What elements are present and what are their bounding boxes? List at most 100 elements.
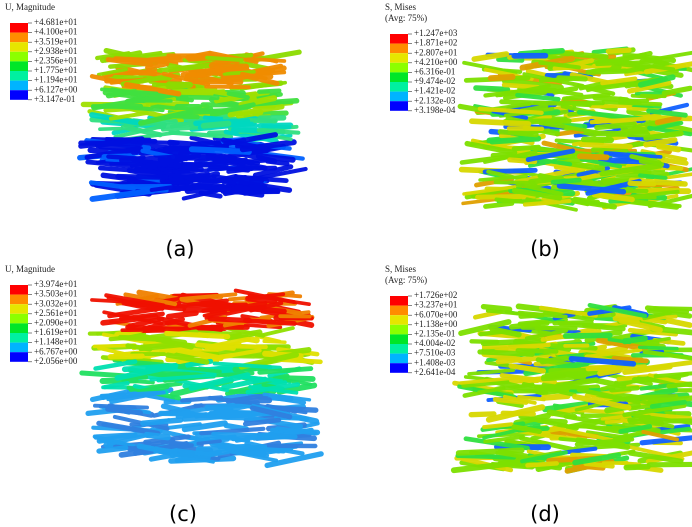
fiber [181, 188, 219, 201]
fiber [561, 92, 611, 101]
fiber [581, 136, 614, 144]
fiber [489, 326, 522, 338]
fiber [208, 62, 250, 70]
fiber [536, 417, 568, 425]
fiber [515, 181, 564, 196]
fiber [489, 135, 542, 145]
fiber [478, 174, 528, 182]
legend-swatch [10, 51, 28, 62]
fiber [100, 87, 159, 96]
legend-label: +1.775e+01 [34, 65, 77, 75]
fiber [572, 452, 622, 466]
fiber [221, 376, 268, 391]
fiber [539, 305, 598, 318]
fiber [200, 120, 232, 129]
fiber [145, 61, 170, 71]
fiber [238, 95, 278, 108]
fiber [538, 60, 581, 70]
legend-title: (Avg: 75%) [385, 275, 427, 285]
fiber [562, 377, 597, 387]
fiber [207, 395, 253, 405]
legend-label: +1.138e+00 [414, 319, 458, 329]
legend-swatch [10, 333, 28, 343]
fiber [245, 295, 278, 305]
fiber [202, 434, 237, 442]
fiber [127, 316, 165, 329]
fiber [631, 376, 659, 382]
fiber [471, 51, 510, 62]
fiber [515, 92, 561, 102]
fiber [463, 436, 530, 451]
fiber [477, 106, 544, 116]
legend-swatch [390, 43, 408, 54]
fiber [666, 381, 692, 389]
fiber [162, 94, 220, 101]
fiber [571, 197, 617, 210]
fiber [542, 399, 599, 413]
fiber [257, 88, 282, 94]
fiber [462, 60, 518, 75]
fiber [455, 447, 525, 456]
legend-title: U, Magnitude [5, 264, 55, 274]
legend-swatch [390, 344, 408, 354]
fiber [583, 461, 615, 469]
fiber [105, 406, 143, 416]
fiber [611, 58, 676, 72]
fiber [164, 330, 231, 340]
legend-swatch [10, 42, 28, 52]
legend-label: +6.767e+00 [34, 346, 78, 356]
caption: (c) [169, 502, 197, 526]
fiber [125, 324, 191, 333]
fiber [142, 317, 185, 331]
fiber [641, 429, 679, 442]
fiber [256, 128, 301, 135]
fiber [228, 449, 279, 463]
fiber [605, 129, 645, 138]
legend-swatch [390, 296, 408, 306]
fiber [627, 450, 684, 464]
fiber [508, 320, 550, 330]
fiber [541, 393, 571, 401]
legend-swatch [10, 342, 28, 353]
legend-label: +1.194e+01 [34, 75, 77, 85]
fiber [143, 431, 171, 441]
legend-swatch [390, 353, 408, 364]
fiber [106, 154, 142, 161]
legend-label: +3.503e+01 [34, 289, 77, 299]
fiber [123, 81, 182, 97]
fiber [102, 380, 130, 390]
fiber [112, 56, 160, 64]
fiber [599, 162, 664, 177]
fiber [204, 336, 251, 350]
legend-swatch [390, 334, 408, 344]
fiber [653, 306, 692, 312]
fiber [150, 103, 178, 111]
fiber [204, 84, 251, 90]
fiber [223, 190, 281, 195]
legend-swatch [10, 23, 28, 33]
fiber [149, 373, 217, 382]
fiber [646, 108, 688, 118]
fiber [499, 99, 547, 106]
fiber [554, 128, 585, 137]
fiber [589, 116, 651, 125]
fiber [518, 435, 582, 454]
fiber [576, 387, 641, 405]
fiber [618, 424, 653, 434]
panel: S, Mises(Avg: 75%)+1.247e+03+1.871e+02+2… [385, 2, 692, 261]
fiber [649, 399, 687, 409]
fiber [208, 50, 259, 65]
fiber [462, 185, 517, 196]
legend-label: +1.148e+01 [34, 337, 77, 347]
fiber [138, 109, 194, 126]
fiber [623, 463, 651, 471]
fiber [201, 304, 234, 313]
fiber [501, 82, 541, 90]
legend-swatch [10, 32, 28, 43]
fiber [138, 343, 191, 352]
fiber [643, 137, 678, 148]
fiber [483, 434, 525, 444]
legend-swatch [10, 80, 28, 91]
fiber [562, 332, 613, 339]
